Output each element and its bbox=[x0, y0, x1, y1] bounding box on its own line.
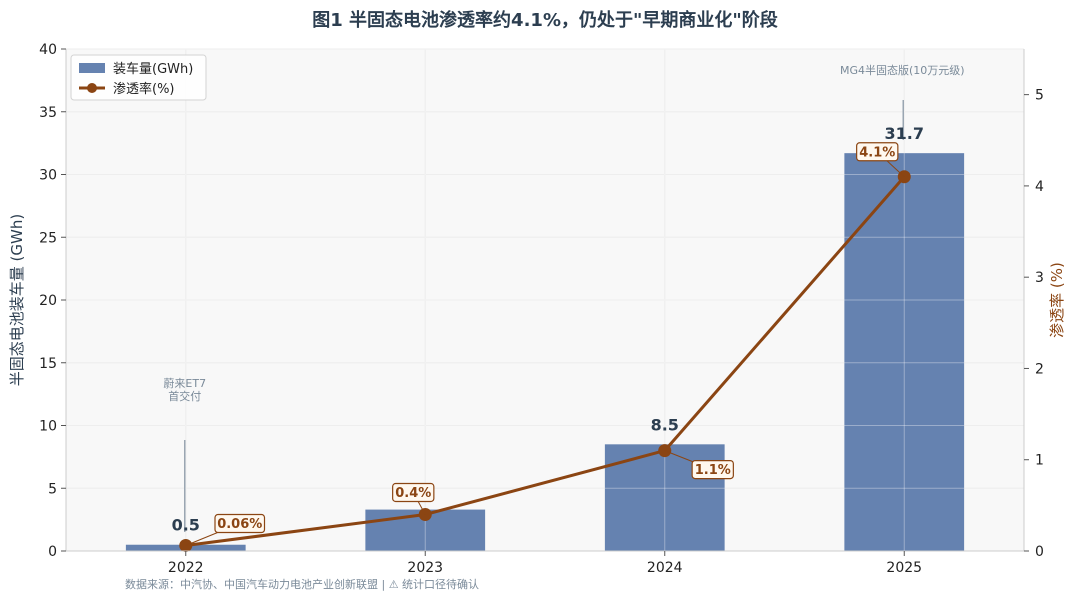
y2-tick-label: 2 bbox=[1035, 361, 1044, 377]
y2-tick-label: 4 bbox=[1035, 179, 1044, 195]
y-tick-label: 0 bbox=[48, 544, 57, 560]
y-axis-title: 半固态电池装车量 (GWh) bbox=[8, 214, 26, 386]
rate-value-label: 0.4% bbox=[395, 486, 431, 501]
bar-value-label: 31.7 bbox=[885, 124, 924, 143]
bar bbox=[844, 153, 965, 552]
annotation-text: MG4半固态版(10万元级) bbox=[840, 63, 965, 77]
x-tick-label: 2024 bbox=[647, 560, 683, 576]
x-tick-label: 2022 bbox=[168, 560, 204, 576]
rate-label-box bbox=[214, 513, 266, 534]
data-labels: 0.5 8.5 31.7 0.06% 0.4% 1.1% 4.1% bbox=[172, 124, 924, 546]
legend: 装车量(GWh) 渗透率(%) bbox=[70, 54, 207, 101]
bar-value-label: 0.5 bbox=[172, 516, 200, 535]
y-tick-label: 20 bbox=[39, 293, 57, 309]
source-note: 数据来源：中汽协、中国汽车动力电池产业创新联盟 | ⚠ 统计口径待确认 bbox=[125, 577, 479, 591]
y-tick-label: 5 bbox=[48, 481, 57, 497]
y2-axis-title: 渗透率 (%) bbox=[1048, 262, 1066, 338]
y-tick-label: 15 bbox=[39, 356, 57, 372]
x-tick-label: 2025 bbox=[886, 560, 922, 576]
rate-label-box bbox=[392, 482, 435, 503]
annotation-text: 蔚来ET7 bbox=[163, 377, 206, 390]
annotation-text: 首交付 bbox=[168, 389, 201, 403]
rate-label-box bbox=[691, 460, 734, 480]
y-tick-label: 40 bbox=[39, 42, 57, 58]
legend-swatch-bar bbox=[79, 63, 105, 73]
rate-value-label: 4.1% bbox=[859, 145, 895, 160]
legend-label: 渗透率(%) bbox=[113, 81, 175, 97]
y2-tick-label: 1 bbox=[1035, 453, 1044, 469]
bar-value-label: 8.5 bbox=[651, 415, 679, 434]
rate-label-box bbox=[856, 142, 899, 162]
y2-tick-label: 5 bbox=[1035, 88, 1044, 104]
rate-line bbox=[185, 175, 906, 548]
legend-label: 装车量(GWh) bbox=[113, 61, 193, 77]
y-tick-label: 30 bbox=[39, 168, 57, 184]
rate-value-label: 0.06% bbox=[217, 517, 262, 532]
chart-title: 图1 半固态电池渗透率约4.1%，仍处于"早期商业化"阶段 bbox=[312, 9, 778, 31]
x-tick-label: 2023 bbox=[407, 560, 443, 576]
y2-tick-label: 3 bbox=[1035, 270, 1044, 286]
y-tick-label: 35 bbox=[39, 105, 57, 121]
legend-swatch-marker bbox=[87, 83, 97, 93]
grid bbox=[66, 48, 1024, 552]
rate-value-label: 1.1% bbox=[695, 463, 731, 478]
y2-tick-label: 0 bbox=[1035, 544, 1044, 560]
y-tick-label: 10 bbox=[39, 419, 57, 435]
y-tick-label: 25 bbox=[39, 230, 57, 246]
